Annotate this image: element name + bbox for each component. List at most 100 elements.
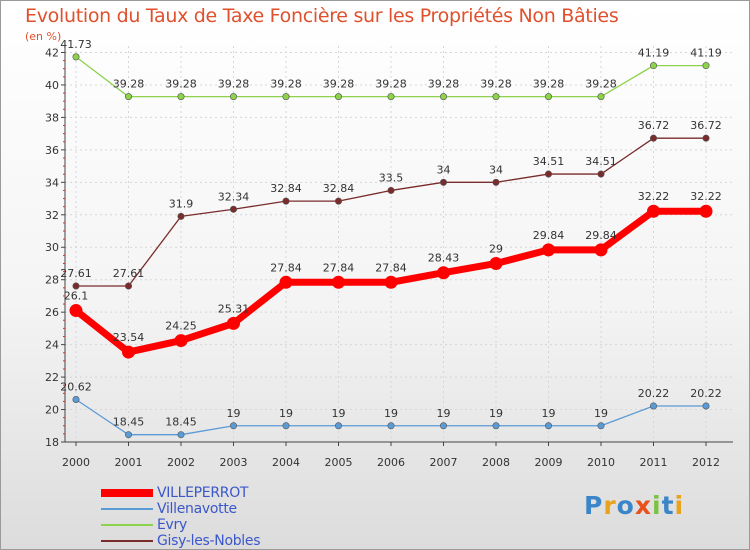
- y-tick-label: 18: [45, 436, 59, 449]
- y-tick-label: 24: [45, 339, 59, 352]
- data-label: 32.22: [638, 190, 670, 203]
- legend-label: Villenavotte: [157, 501, 237, 517]
- data-label: 23.54: [113, 331, 145, 344]
- x-tick-label: 2005: [325, 456, 353, 469]
- x-tick-label: 2009: [535, 456, 563, 469]
- y-tick-label: 32: [45, 209, 59, 222]
- data-label: 20.62: [60, 380, 92, 393]
- data-label: 39.28: [270, 78, 302, 91]
- x-tick-label: 2011: [640, 456, 668, 469]
- data-point: [439, 178, 447, 186]
- data-point: [597, 422, 605, 430]
- data-label: 39.28: [428, 78, 460, 91]
- x-tick-label: 2000: [62, 456, 90, 469]
- chart-title: Evolution du Taux de Taxe Foncière sur l…: [25, 5, 619, 27]
- data-label: 19: [437, 407, 451, 420]
- legend-item: VILLEPERROT: [101, 485, 361, 501]
- legend: VILLEPERROT Villenavotte Evry Gisy-les-Nobl…: [101, 485, 361, 549]
- data-point: [387, 422, 395, 430]
- y-unit-label: (en %): [25, 30, 62, 43]
- y-tick-label: 30: [45, 241, 59, 254]
- data-point: [387, 186, 395, 194]
- data-point: [492, 422, 500, 430]
- data-label: 39.28: [375, 78, 407, 91]
- data-point: [492, 93, 500, 101]
- y-tick-label: 36: [45, 144, 59, 157]
- x-tick-label: 2012: [692, 456, 720, 469]
- legend-label: VILLEPERROT: [157, 485, 249, 501]
- data-point: [230, 93, 238, 101]
- series-evry: 41.73 39.28 39.28 39.28 39.28 39.28 39.28 39.28…: [60, 38, 722, 101]
- data-label: 39.28: [218, 78, 250, 91]
- legend-label: Evry: [157, 517, 187, 533]
- data-label: 41.73: [60, 38, 92, 51]
- data-point: [649, 402, 657, 410]
- logo-letter: t: [661, 491, 675, 520]
- data-label: 34.51: [533, 155, 565, 168]
- data-label: 19: [594, 407, 608, 420]
- data-point: [492, 178, 500, 186]
- data-point: [177, 431, 185, 439]
- data-point: [177, 212, 185, 220]
- data-label: 27.61: [60, 267, 92, 280]
- data-point: [597, 93, 605, 101]
- x-tick-label: 2008: [482, 456, 510, 469]
- data-label: 29: [489, 242, 503, 255]
- data-label: 32.22: [690, 190, 722, 203]
- data-point: [125, 282, 133, 290]
- data-point: [334, 93, 342, 101]
- data-label: 27.84: [375, 261, 407, 274]
- data-label: 27.84: [323, 261, 355, 274]
- data-label: 26.1: [64, 290, 89, 303]
- data-label: 39.28: [323, 78, 355, 91]
- data-point: [597, 170, 605, 178]
- data-point: [230, 422, 238, 430]
- data-point: [122, 345, 135, 359]
- x-tick-label: 2001: [115, 456, 143, 469]
- data-point: [387, 93, 395, 101]
- data-label: 34.51: [585, 155, 617, 168]
- y-tick-label: 38: [45, 111, 59, 124]
- data-label: 29.84: [585, 229, 617, 242]
- data-label: 34: [437, 163, 451, 176]
- data-point: [544, 170, 552, 178]
- data-point: [439, 93, 447, 101]
- data-point: [699, 204, 713, 218]
- data-point: [649, 134, 657, 142]
- data-point: [647, 204, 660, 218]
- data-label: 18.45: [165, 416, 197, 429]
- data-label: 29.84: [533, 229, 565, 242]
- legend-swatch: [101, 489, 153, 497]
- data-point: [334, 422, 342, 430]
- series-villeperrot: 26.1 23.54 24.25 25.31 27.84 27.84 27.84 28.43 2…: [64, 190, 722, 359]
- logo-letter: r: [603, 491, 617, 520]
- data-point: [72, 53, 80, 61]
- data-label: 39.28: [165, 78, 197, 91]
- legend-swatch: [101, 540, 153, 542]
- data-label: 24.25: [165, 320, 197, 333]
- data-label: 39.28: [585, 78, 617, 91]
- series-villenavotte: 20.62 18.45 18.45 19 19 19 19 19 19 19 19 20.22 20.2…: [60, 380, 722, 439]
- legend-swatch: [101, 508, 153, 510]
- data-label: 41.19: [690, 47, 722, 60]
- data-point: [72, 282, 80, 290]
- logo-letter: i: [674, 491, 685, 520]
- data-label: 25.31: [218, 302, 250, 315]
- data-point: [544, 422, 552, 430]
- legend-item: Evry: [101, 517, 361, 533]
- y-tick-label: 22: [45, 371, 59, 384]
- data-label: 33.5: [379, 171, 404, 184]
- x-tick-label: 2002: [167, 456, 195, 469]
- data-point: [282, 93, 290, 101]
- data-point: [702, 62, 710, 70]
- data-point: [489, 256, 503, 270]
- y-tick-label: 42: [45, 46, 59, 59]
- data-point: [230, 205, 238, 213]
- data-point: [125, 431, 133, 439]
- y-tick-label: 34: [45, 176, 59, 189]
- x-tick-label: 2010: [587, 456, 615, 469]
- data-point: [437, 266, 450, 280]
- data-point: [174, 334, 188, 348]
- x-tick-label: 2006: [377, 456, 405, 469]
